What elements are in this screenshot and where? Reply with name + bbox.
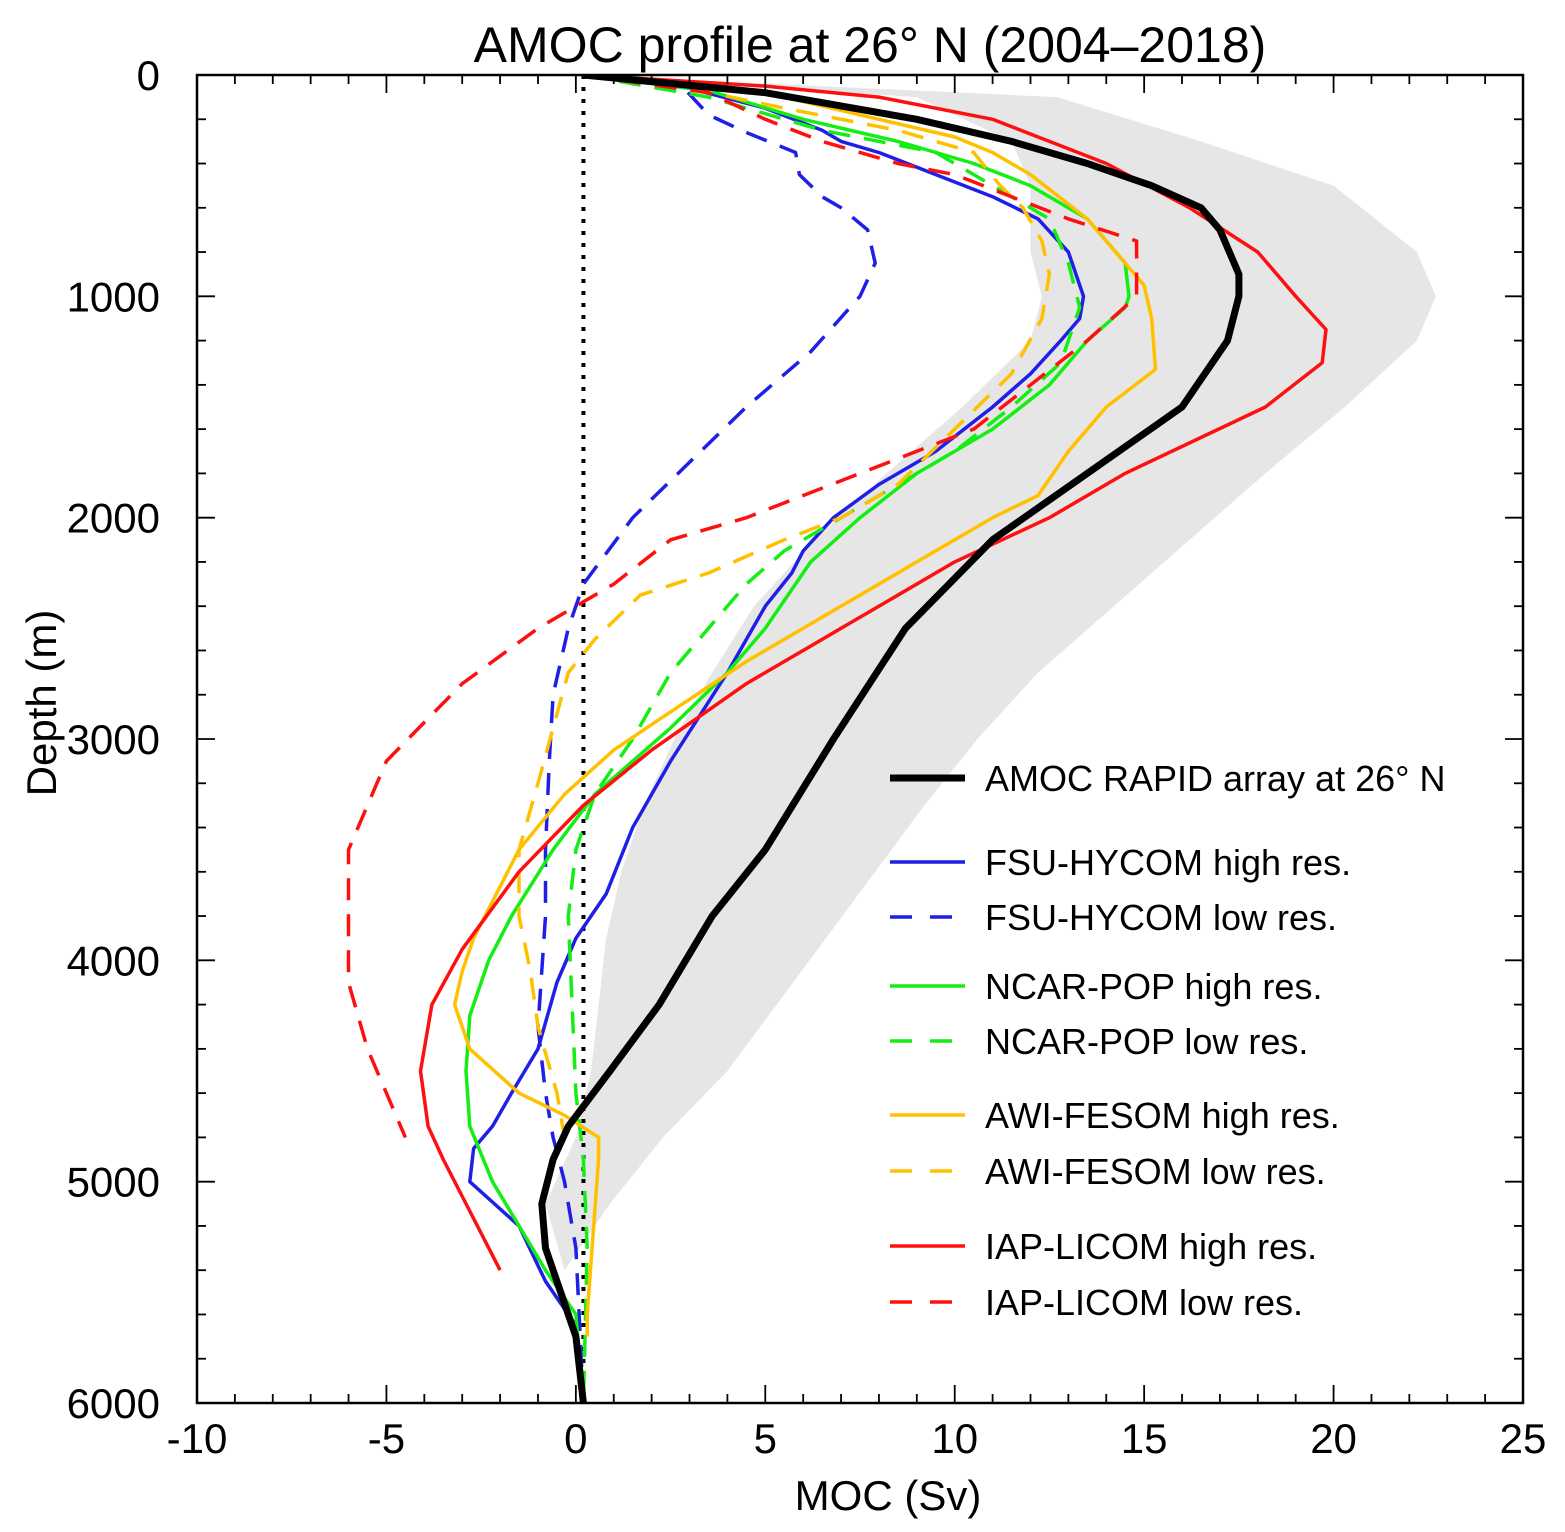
series-line-amoc-rapid-array-at-26-n [538,75,1243,1403]
x-tick-label: 15 [1121,1415,1168,1462]
y-tick-label: 0 [137,52,160,99]
variability-shading [545,75,1436,1271]
ticks-layer: -10 -5 0 5 10 15 20 25 0 1000 2000 3000 4000 5000 6000 [67,52,1547,1462]
series-line-awi-fesom-high-res [452,75,1158,1337]
shading-layer [545,75,1436,1271]
legend-label-fsu-hycom-high-res: FSU-HYCOM high res. [985,842,1351,883]
y-tick-label: 3000 [67,716,160,763]
x-axis-label: MOC (Sv) [795,1472,982,1519]
series-line-fsu-hycom-high-res [468,75,1086,1403]
series-line-fsu-hycom-low-res [536,75,877,1403]
series-layer [346,75,1328,1403]
y-tick-label: 6000 [67,1380,160,1427]
x-tick-label: 25 [1500,1415,1547,1462]
legend-label-awi-fesom-low-res: AWI-FESOM low res. [985,1151,1326,1192]
series-line-ncar-pop-high-res [464,75,1131,1403]
x-tick-label: 10 [931,1415,978,1462]
x-tick-label: 0 [564,1415,587,1462]
y-tick-label: 1000 [67,273,160,320]
legend-label-awi-fesom-high-res: AWI-FESOM high res. [985,1095,1340,1136]
y-axis-label: Depth (m) [18,610,65,797]
legend-label-fsu-hycom-low-res: FSU-HYCOM low res. [985,897,1337,938]
chart-title: AMOC profile at 26° N (2004–2018) [474,17,1267,73]
y-tick-label: 5000 [67,1159,160,1206]
series-line-iap-licom-high-res [418,75,1328,1271]
x-tick-label: -10 [167,1415,228,1462]
legend-label-iap-licom-low-res: IAP-LICOM low res. [985,1282,1303,1323]
series-line-awi-fesom-low-res [517,75,1052,1138]
legend-label-iap-licom-high-res: IAP-LICOM high res. [985,1226,1317,1267]
x-tick-label: -5 [368,1415,405,1462]
x-tick-label: 5 [754,1415,777,1462]
legend-label-ncar-pop-low-res: NCAR-POP low res. [985,1021,1308,1062]
legend-label-amoc-rapid-array-at-26-n: AMOC RAPID array at 26° N [985,758,1446,799]
x-tick-label: 20 [1310,1415,1357,1462]
y-tick-label: 4000 [67,937,160,984]
legend: AMOC RAPID array at 26° N FSU-HYCOM high … [890,758,1446,1323]
y-tick-label: 2000 [67,495,160,542]
series-line-iap-licom-low-res [346,75,1139,1139]
legend-label-ncar-pop-high-res: NCAR-POP high res. [985,966,1322,1007]
